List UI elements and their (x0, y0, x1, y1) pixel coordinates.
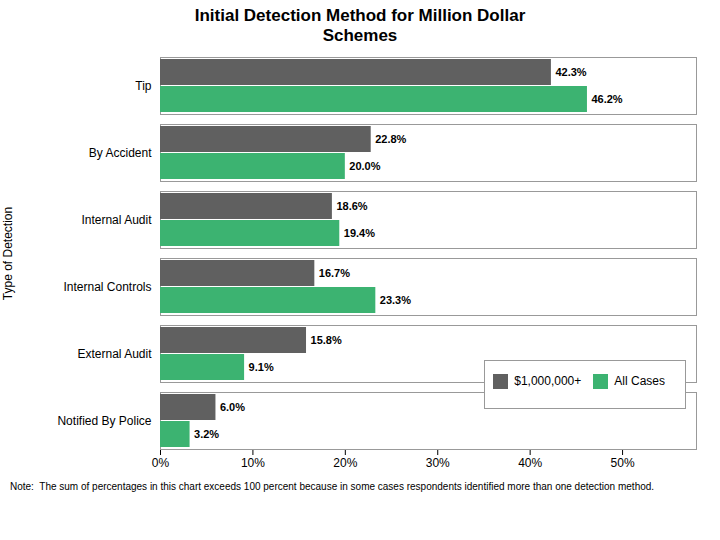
html-text:$1,000,000+: $1,000,000+ (514, 374, 582, 389)
svg-text:16.7%: 16.7% (319, 267, 350, 279)
svg-text:Tip: Tip (135, 79, 152, 93)
svg-text:42.3%: 42.3% (555, 66, 586, 78)
svg-text:Internal Audit: Internal Audit (81, 213, 152, 227)
svg-text:15.8%: 15.8% (311, 334, 342, 346)
svg-text:50%: 50% (611, 456, 635, 470)
html-text:All Cases: All Cases (614, 374, 665, 389)
svg-text:46.2%: 46.2% (591, 93, 622, 105)
svg-text:3.2%: 3.2% (194, 428, 219, 440)
svg-text:30%: 30% (426, 456, 450, 470)
html-text:Note: The sum of percentages i: Note: The sum of percentages in this cha… (10, 480, 655, 492)
svg-text:18.6%: 18.6% (336, 200, 367, 212)
svg-text:19.4%: 19.4% (344, 227, 375, 239)
svg-text:Type of Detection: Type of Detection (1, 207, 15, 300)
svg-text:20%: 20% (333, 456, 357, 470)
svg-text:40%: 40% (518, 456, 542, 470)
svg-text:22.8%: 22.8% (375, 133, 406, 145)
svg-text:10%: 10% (241, 456, 265, 470)
svg-text:20.0%: 20.0% (349, 160, 380, 172)
svg-text:External Audit: External Audit (77, 347, 152, 361)
svg-text:23.3%: 23.3% (380, 294, 411, 306)
svg-text:0%: 0% (152, 456, 170, 470)
svg-text:By Accident: By Accident (89, 146, 152, 160)
html-text:Initial Detection Method for M: Initial Detection Method for Million Dol… (194, 6, 526, 46)
svg-text:9.1%: 9.1% (249, 361, 274, 373)
svg-text:Notified By Police: Notified By Police (57, 414, 151, 428)
svg-text:Internal Controls: Internal Controls (63, 280, 151, 294)
svg-text:6.0%: 6.0% (220, 401, 245, 413)
